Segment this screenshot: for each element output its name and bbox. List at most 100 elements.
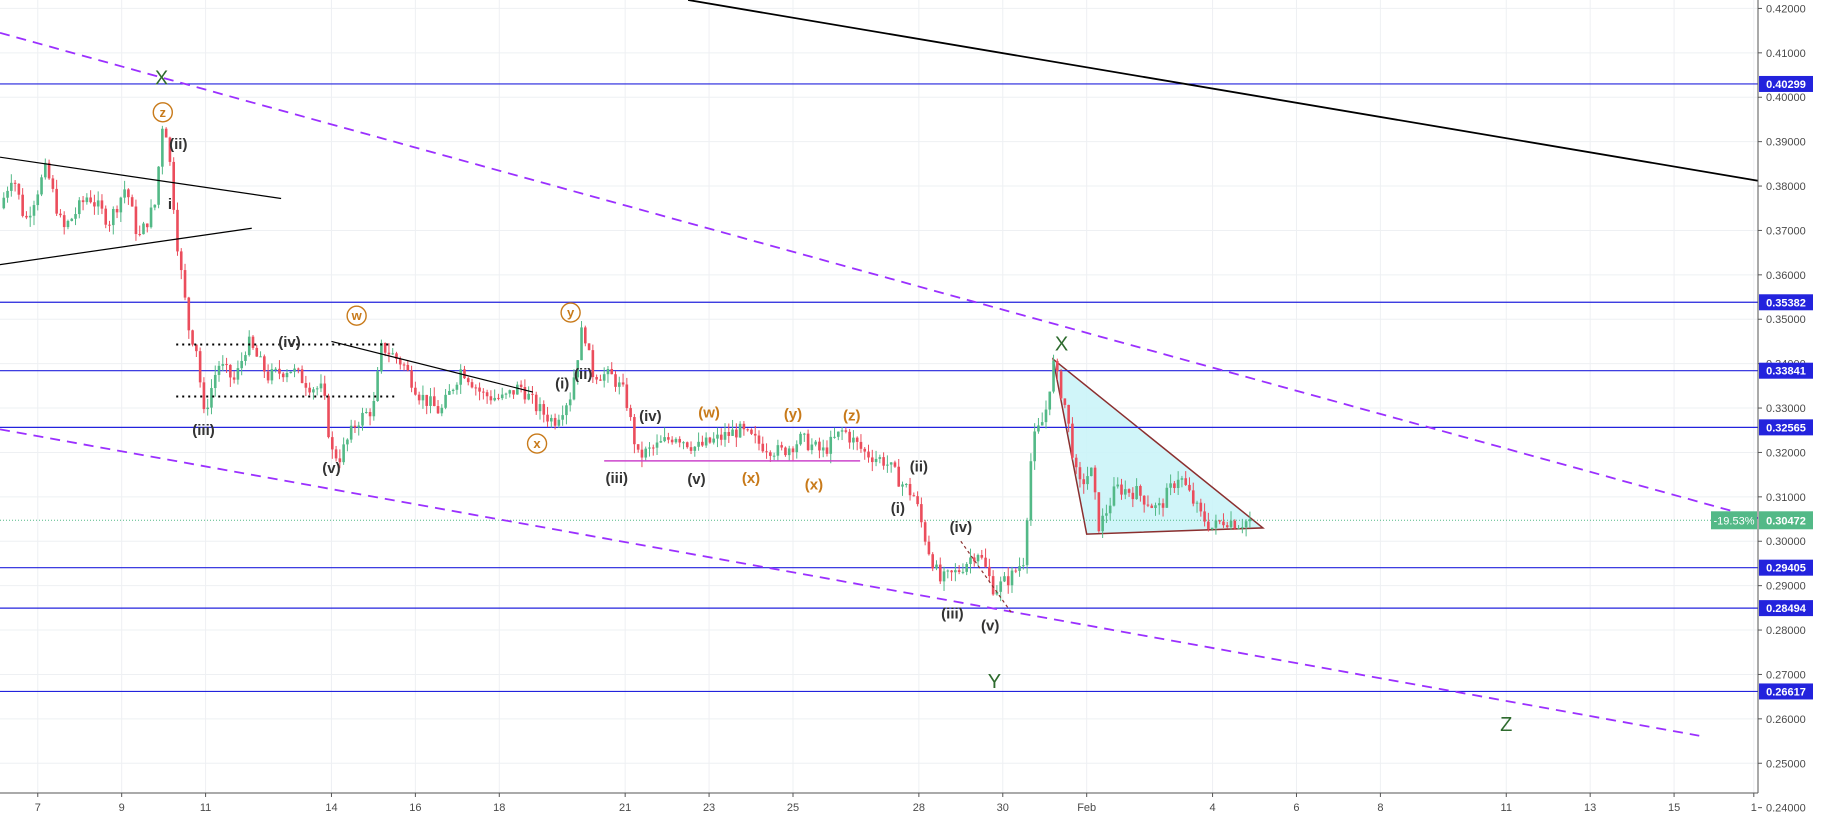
candle-body bbox=[1169, 483, 1172, 488]
candle-body bbox=[697, 441, 700, 447]
candle-body bbox=[270, 369, 274, 381]
candle-body bbox=[791, 448, 795, 453]
y-tick-label: 0.32000 bbox=[1766, 447, 1806, 459]
candle-body bbox=[976, 555, 980, 562]
candle-body bbox=[13, 182, 17, 184]
trend-line bbox=[0, 227, 252, 266]
candle-body bbox=[25, 215, 28, 218]
candle-body bbox=[1074, 457, 1078, 468]
wave-label: (v) bbox=[981, 618, 999, 635]
candle-body bbox=[659, 441, 663, 443]
candle-body bbox=[138, 234, 142, 236]
candle-body bbox=[1120, 484, 1123, 495]
candle-body bbox=[1157, 503, 1161, 506]
candle-body bbox=[663, 437, 666, 442]
level-badge-label: 0.33841 bbox=[1766, 366, 1806, 378]
candle-body bbox=[901, 484, 904, 487]
candle-body bbox=[1048, 391, 1052, 410]
trend-line bbox=[687, 0, 1759, 182]
candle-body bbox=[357, 425, 361, 428]
wave-label-circle bbox=[152, 102, 173, 123]
candle-body bbox=[1116, 484, 1120, 487]
wave-label: Z bbox=[1500, 714, 1512, 736]
x-tick-label: Feb bbox=[1077, 802, 1096, 814]
level-badge-label: 0.26617 bbox=[1766, 686, 1806, 698]
candle-body bbox=[1210, 527, 1214, 530]
candle-body bbox=[342, 444, 345, 463]
candle-body bbox=[565, 405, 568, 416]
candle-body bbox=[1101, 515, 1104, 532]
candle-body bbox=[1108, 505, 1112, 514]
candle-body bbox=[829, 436, 833, 454]
candle-body bbox=[285, 373, 289, 378]
x-tick-label: 28 bbox=[913, 802, 925, 814]
wave-label: (ii) bbox=[574, 366, 592, 383]
candle-body bbox=[584, 327, 587, 344]
wave-label: (x) bbox=[742, 470, 760, 487]
wave-label: (iv) bbox=[278, 334, 301, 351]
candle-body bbox=[40, 177, 43, 195]
wave-label: y bbox=[567, 305, 575, 320]
candle-body bbox=[59, 213, 62, 216]
candle-body bbox=[954, 570, 957, 573]
wave-label: (w) bbox=[698, 404, 720, 421]
wave-label: (ii) bbox=[910, 459, 928, 476]
wave-label: x bbox=[533, 436, 541, 451]
candle-body bbox=[893, 462, 897, 467]
y-tick-label: 0.28000 bbox=[1766, 625, 1806, 637]
candle-body bbox=[946, 570, 950, 572]
x-tick-label: 4 bbox=[1209, 802, 1215, 814]
candle-body bbox=[988, 566, 991, 577]
candle-body bbox=[36, 194, 40, 206]
candle-body bbox=[145, 223, 149, 228]
wave-label-circle bbox=[526, 433, 548, 454]
candle-body bbox=[293, 368, 296, 372]
candle-body bbox=[852, 437, 855, 443]
candle-body bbox=[10, 182, 13, 191]
level-badge-label: 0.40299 bbox=[1766, 79, 1806, 91]
candle-body bbox=[1237, 528, 1240, 530]
candle-body bbox=[1131, 492, 1135, 500]
candle-body bbox=[202, 382, 206, 410]
level-badge bbox=[1759, 419, 1813, 436]
wave-label: (z) bbox=[843, 408, 861, 425]
candle-body bbox=[1248, 519, 1252, 522]
time-axis-bg bbox=[0, 793, 1822, 818]
candle-body bbox=[1244, 521, 1248, 528]
candle-body bbox=[1127, 489, 1131, 493]
x-tick-label: 25 bbox=[787, 802, 799, 814]
candle-body bbox=[1059, 371, 1063, 399]
candle-body bbox=[274, 368, 277, 370]
candle-body bbox=[761, 443, 765, 452]
candle-body bbox=[1097, 492, 1101, 532]
horizontal-levels bbox=[0, 83, 1758, 693]
x-tick-label: 6 bbox=[1293, 802, 1299, 814]
candle-body bbox=[368, 411, 372, 417]
candle-body bbox=[1022, 565, 1025, 567]
candle-body bbox=[889, 462, 893, 465]
candle-body bbox=[323, 383, 327, 396]
candle-body bbox=[1184, 478, 1188, 485]
y-tick-label: 0.37000 bbox=[1766, 225, 1806, 237]
candle-body bbox=[123, 189, 126, 198]
candle-body bbox=[599, 379, 602, 381]
candle-body bbox=[1214, 520, 1218, 528]
candle-body bbox=[908, 483, 912, 496]
candle-body bbox=[591, 350, 595, 378]
candle-body bbox=[1165, 487, 1169, 508]
level-badge-label: 0.35382 bbox=[1766, 297, 1806, 309]
candle-body bbox=[1191, 490, 1195, 504]
candle-body bbox=[206, 407, 209, 410]
candle-body bbox=[617, 382, 621, 387]
candle-body bbox=[753, 433, 757, 436]
y-tick-label: 0.38000 bbox=[1766, 181, 1806, 193]
candle-body bbox=[731, 429, 734, 436]
y-tick-label: 0.41000 bbox=[1766, 48, 1806, 60]
candle-body bbox=[221, 364, 225, 366]
candle-body bbox=[806, 433, 810, 451]
candle-body bbox=[550, 417, 553, 422]
candle-body bbox=[969, 557, 972, 564]
